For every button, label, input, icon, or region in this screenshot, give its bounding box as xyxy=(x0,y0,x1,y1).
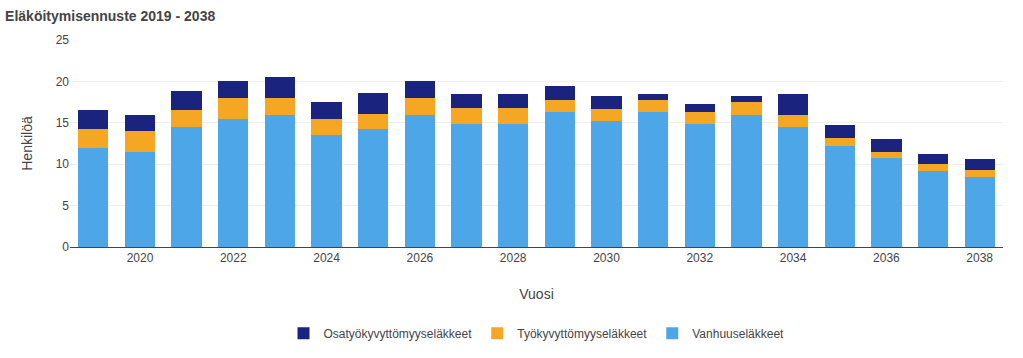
svg-text:2030: 2030 xyxy=(593,251,620,265)
svg-text:2026: 2026 xyxy=(407,251,434,265)
svg-text:2034: 2034 xyxy=(780,251,807,265)
svg-text:2036: 2036 xyxy=(873,251,900,265)
svg-text:2028: 2028 xyxy=(500,251,527,265)
svg-text:Työkyvyttömyyseläkkeet: Työkyvyttömyyseläkkeet xyxy=(517,327,647,341)
svg-text:0: 0 xyxy=(62,240,69,254)
svg-text:25: 25 xyxy=(56,33,70,47)
svg-text:2038: 2038 xyxy=(966,251,993,265)
svg-text:10: 10 xyxy=(56,157,70,171)
svg-text:Osatyökyvyttömyyseläkkeet: Osatyökyvyttömyyseläkkeet xyxy=(324,327,473,341)
svg-text:15: 15 xyxy=(56,116,70,130)
svg-text:2032: 2032 xyxy=(686,251,713,265)
svg-text:20: 20 xyxy=(56,75,70,89)
svg-text:2020: 2020 xyxy=(127,251,154,265)
svg-text:2024: 2024 xyxy=(313,251,340,265)
svg-text:Henkilöä: Henkilöä xyxy=(19,116,35,171)
svg-text:5: 5 xyxy=(62,199,69,213)
svg-text:Vanhuuseläkkeet: Vanhuuseläkkeet xyxy=(692,327,784,341)
svg-text:Vuosi: Vuosi xyxy=(519,286,554,302)
svg-text:2022: 2022 xyxy=(220,251,247,265)
svg-text:Eläköitymisennuste 2019 - 2038: Eläköitymisennuste 2019 - 2038 xyxy=(5,8,215,24)
